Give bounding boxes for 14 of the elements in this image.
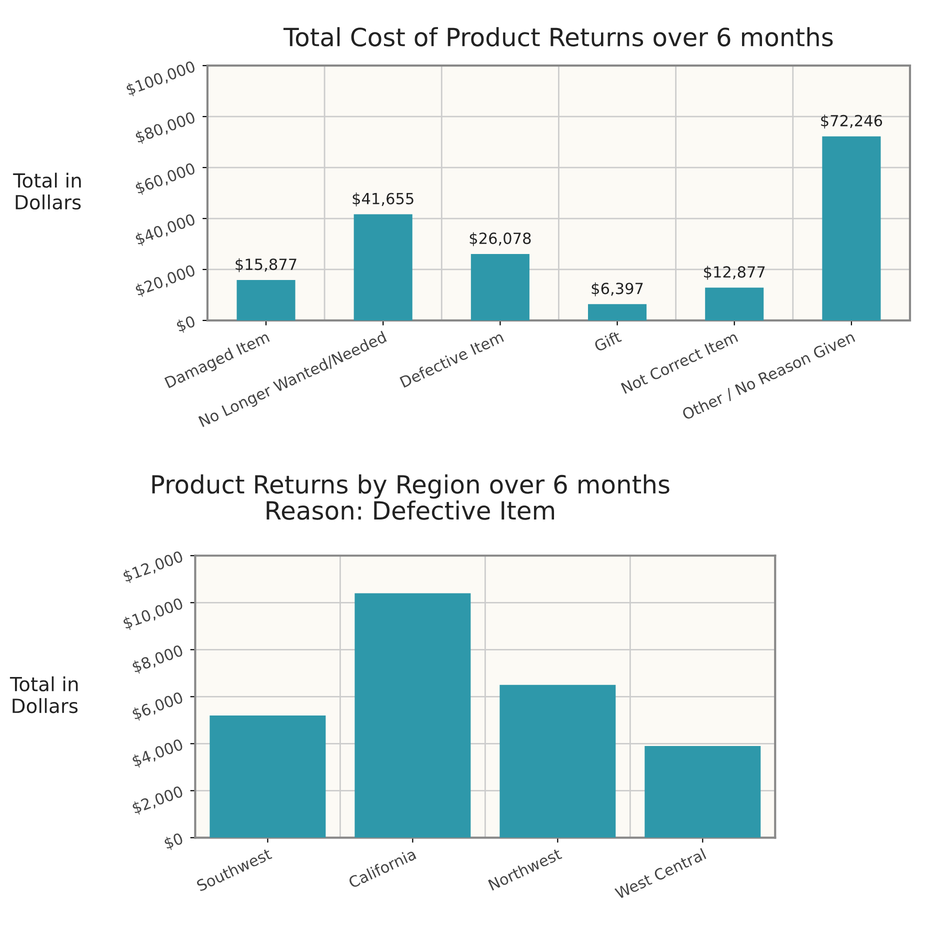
x-tick-label: Gift: [593, 330, 622, 352]
data-label: $26,078: [470, 232, 531, 246]
y-axis-title: Total in Dollars: [13, 172, 81, 210]
data-label: $15,877: [236, 258, 296, 272]
y-tick-label: $0: [176, 314, 196, 334]
y-axis-title: Total in Dollars: [10, 676, 78, 714]
chart-subtitle: Reason: Defective Item: [266, 500, 554, 520]
data-label: $12,877: [704, 266, 765, 280]
data-label: $72,246: [821, 114, 882, 128]
data-label: $41,655: [352, 192, 414, 206]
y-tick-label: $0: [163, 832, 184, 852]
chart-title: Product Returns by Region over 6 months: [152, 474, 670, 499]
data-label: $6,397: [592, 282, 643, 296]
chart-title: Total Cost of Product Returns over 6 months: [283, 27, 833, 46]
